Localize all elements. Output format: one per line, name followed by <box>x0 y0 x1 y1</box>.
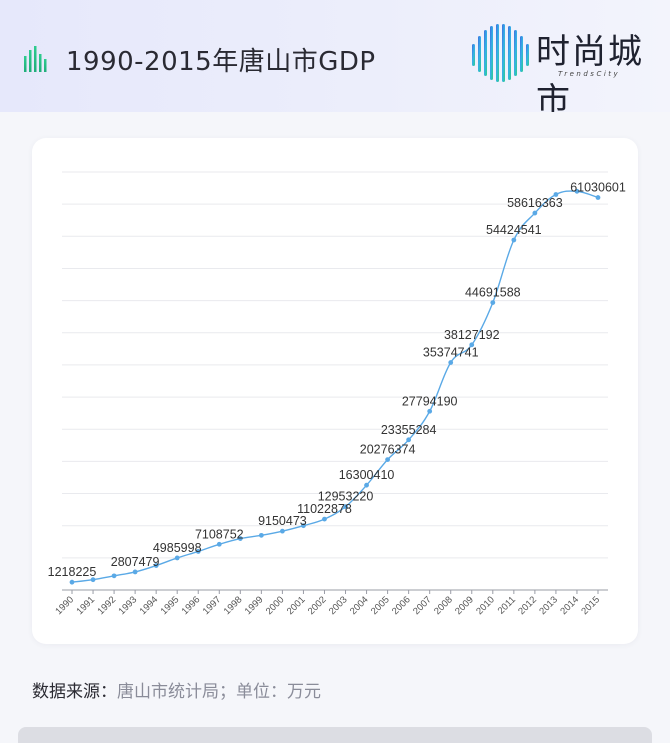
x-tick-label: 1994 <box>138 594 161 617</box>
x-tick-label: 2005 <box>369 594 392 617</box>
x-tick-label: 2012 <box>516 594 539 617</box>
data-point <box>111 573 117 579</box>
x-tick-label: 2008 <box>432 594 455 617</box>
data-point <box>364 482 369 488</box>
source-value: 唐山市统计局；单位：万元 <box>117 682 321 702</box>
data-label: 2807479 <box>111 555 160 569</box>
x-tick-label: 2015 <box>579 594 602 617</box>
data-point <box>301 523 306 529</box>
data-point <box>322 516 327 522</box>
data-point <box>237 536 243 541</box>
data-point <box>469 342 475 348</box>
data-point <box>553 192 559 197</box>
x-tick-label: 1993 <box>117 594 140 617</box>
brand-name-en: TrendsCity <box>558 70 621 78</box>
data-point <box>574 188 580 194</box>
page-title: 1990-2015年唐山市GDP <box>66 47 376 77</box>
x-tick-label: 2000 <box>264 594 287 617</box>
data-point <box>153 563 159 568</box>
x-tick-label: 2001 <box>285 594 308 617</box>
data-point <box>132 569 138 575</box>
data-label: 38127192 <box>444 328 500 342</box>
source-label: 数据来源： <box>32 682 117 702</box>
x-tick-label: 2014 <box>558 594 581 617</box>
x-tick-label: 2003 <box>327 594 350 617</box>
data-point <box>90 577 96 583</box>
data-label: 44691588 <box>465 286 521 300</box>
data-source: 数据来源：唐山市统计局；单位：万元 <box>32 677 321 702</box>
x-tick-label: 2013 <box>537 594 560 617</box>
x-tick-label: 1999 <box>243 594 266 617</box>
data-point <box>406 437 412 443</box>
x-tick-label: 2010 <box>474 594 497 617</box>
x-tick-label: 2004 <box>348 594 371 617</box>
x-tick-label: 1996 <box>180 594 203 617</box>
x-tick-label: 1991 <box>74 594 97 617</box>
data-point <box>343 504 348 510</box>
data-label: 20276374 <box>360 443 416 457</box>
data-point <box>216 541 222 547</box>
data-label: 61030601 <box>570 181 626 195</box>
chart-card <box>32 138 638 644</box>
data-point <box>490 300 496 305</box>
x-tick-label: 1995 <box>159 594 182 617</box>
data-label: 54424541 <box>486 223 542 237</box>
data-label: 23355284 <box>381 423 437 437</box>
data-point <box>195 549 201 554</box>
x-tick-label: 1997 <box>201 594 224 617</box>
header: 1990-2015年唐山市GDP <box>0 0 670 121</box>
brand-logo-icon <box>472 24 529 82</box>
data-label: 58616363 <box>507 196 563 210</box>
data-label: 7108752 <box>195 527 244 541</box>
brand-logo: 时尚城市 TrendsCity <box>470 22 650 121</box>
data-label: 16300410 <box>339 468 395 482</box>
data-point <box>174 555 180 561</box>
data-point <box>280 528 285 534</box>
gdp-line-chart: 1990199119921993199419951996199719981999… <box>48 171 626 617</box>
x-tick-label: 2007 <box>411 594 434 617</box>
data-point <box>532 210 538 216</box>
x-tick-label: 1992 <box>95 594 118 617</box>
x-tick-label: 1998 <box>222 594 245 617</box>
data-point <box>385 457 390 463</box>
x-tick-label: 1990 <box>53 594 76 617</box>
bar-chart-icon <box>24 46 47 72</box>
x-tick-label: 2002 <box>306 594 329 617</box>
data-point <box>258 532 264 538</box>
series-line <box>71 190 599 583</box>
data-point <box>511 237 517 243</box>
data-label: 12953220 <box>318 490 374 504</box>
data-point <box>448 360 454 365</box>
x-tick-label: 2006 <box>390 594 413 617</box>
data-label: 11022878 <box>297 502 352 516</box>
brand-name: 时尚城市 <box>536 32 644 121</box>
data-label: 35374741 <box>423 346 479 360</box>
data-point <box>69 579 75 585</box>
x-tick-label: 2009 <box>453 594 476 617</box>
data-label: 1218225 <box>48 565 97 579</box>
x-tick-label: 2011 <box>496 594 518 616</box>
data-point <box>427 408 433 414</box>
data-label: 9150473 <box>258 514 307 528</box>
data-point <box>595 195 601 200</box>
data-label: 4985998 <box>153 541 202 555</box>
bottom-bar <box>18 727 652 743</box>
data-label: 27794190 <box>402 394 458 408</box>
